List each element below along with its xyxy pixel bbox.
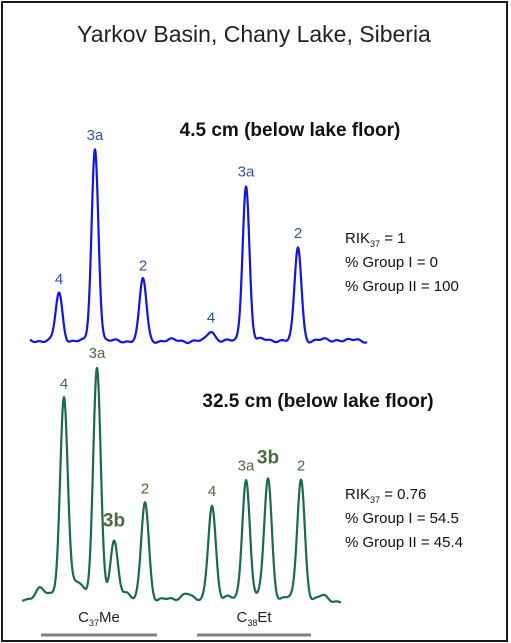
peak-label-2: 2 [294, 225, 302, 242]
top-peak-labels: 4 3a 2 4 3a 2 [55, 127, 302, 326]
peak-label-2: 2 [141, 481, 149, 498]
peak-label-3a: 3a [238, 164, 255, 181]
bottom-group-1: % Group I = 54.5 [345, 510, 459, 527]
peak-label-4: 4 [55, 271, 63, 288]
bottom-panel-subtitle: 32.5 cm (below lake floor) [202, 391, 433, 412]
peak-label-4: 4 [208, 483, 216, 500]
peak-label-2: 2 [297, 457, 305, 474]
peak-label-3a: 3a [87, 127, 104, 144]
peak-label-4: 4 [60, 375, 68, 392]
peak-label-3a: 3a [238, 457, 255, 474]
bottom-group-2: % Group II = 45.4 [345, 534, 463, 551]
peak-label-3b: 3b [103, 511, 125, 532]
group-label-c37me: C37Me [78, 609, 120, 628]
group-label-c38et: C38Et [236, 609, 272, 628]
compound-groups: C37Me C38Et [41, 609, 311, 637]
top-group-2: % Group II = 100 [345, 278, 459, 295]
figure-title: Yarkov Basin, Chany Lake, Siberia [77, 21, 431, 47]
peak-label-3b: 3b [257, 447, 279, 468]
top-chromatogram-trace [29, 148, 368, 345]
bottom-chromatogram-trace [21, 366, 342, 604]
top-rik: RIK37 = 1 [345, 230, 405, 249]
top-panel-subtitle: 4.5 cm (below lake floor) [180, 120, 401, 141]
peak-label-4: 4 [207, 309, 215, 326]
top-group-1: % Group I = 0 [345, 254, 438, 271]
peak-label-3a: 3a [89, 345, 106, 362]
peak-label-2: 2 [139, 258, 147, 275]
bottom-rik: RIK37 = 0.76 [345, 486, 426, 505]
